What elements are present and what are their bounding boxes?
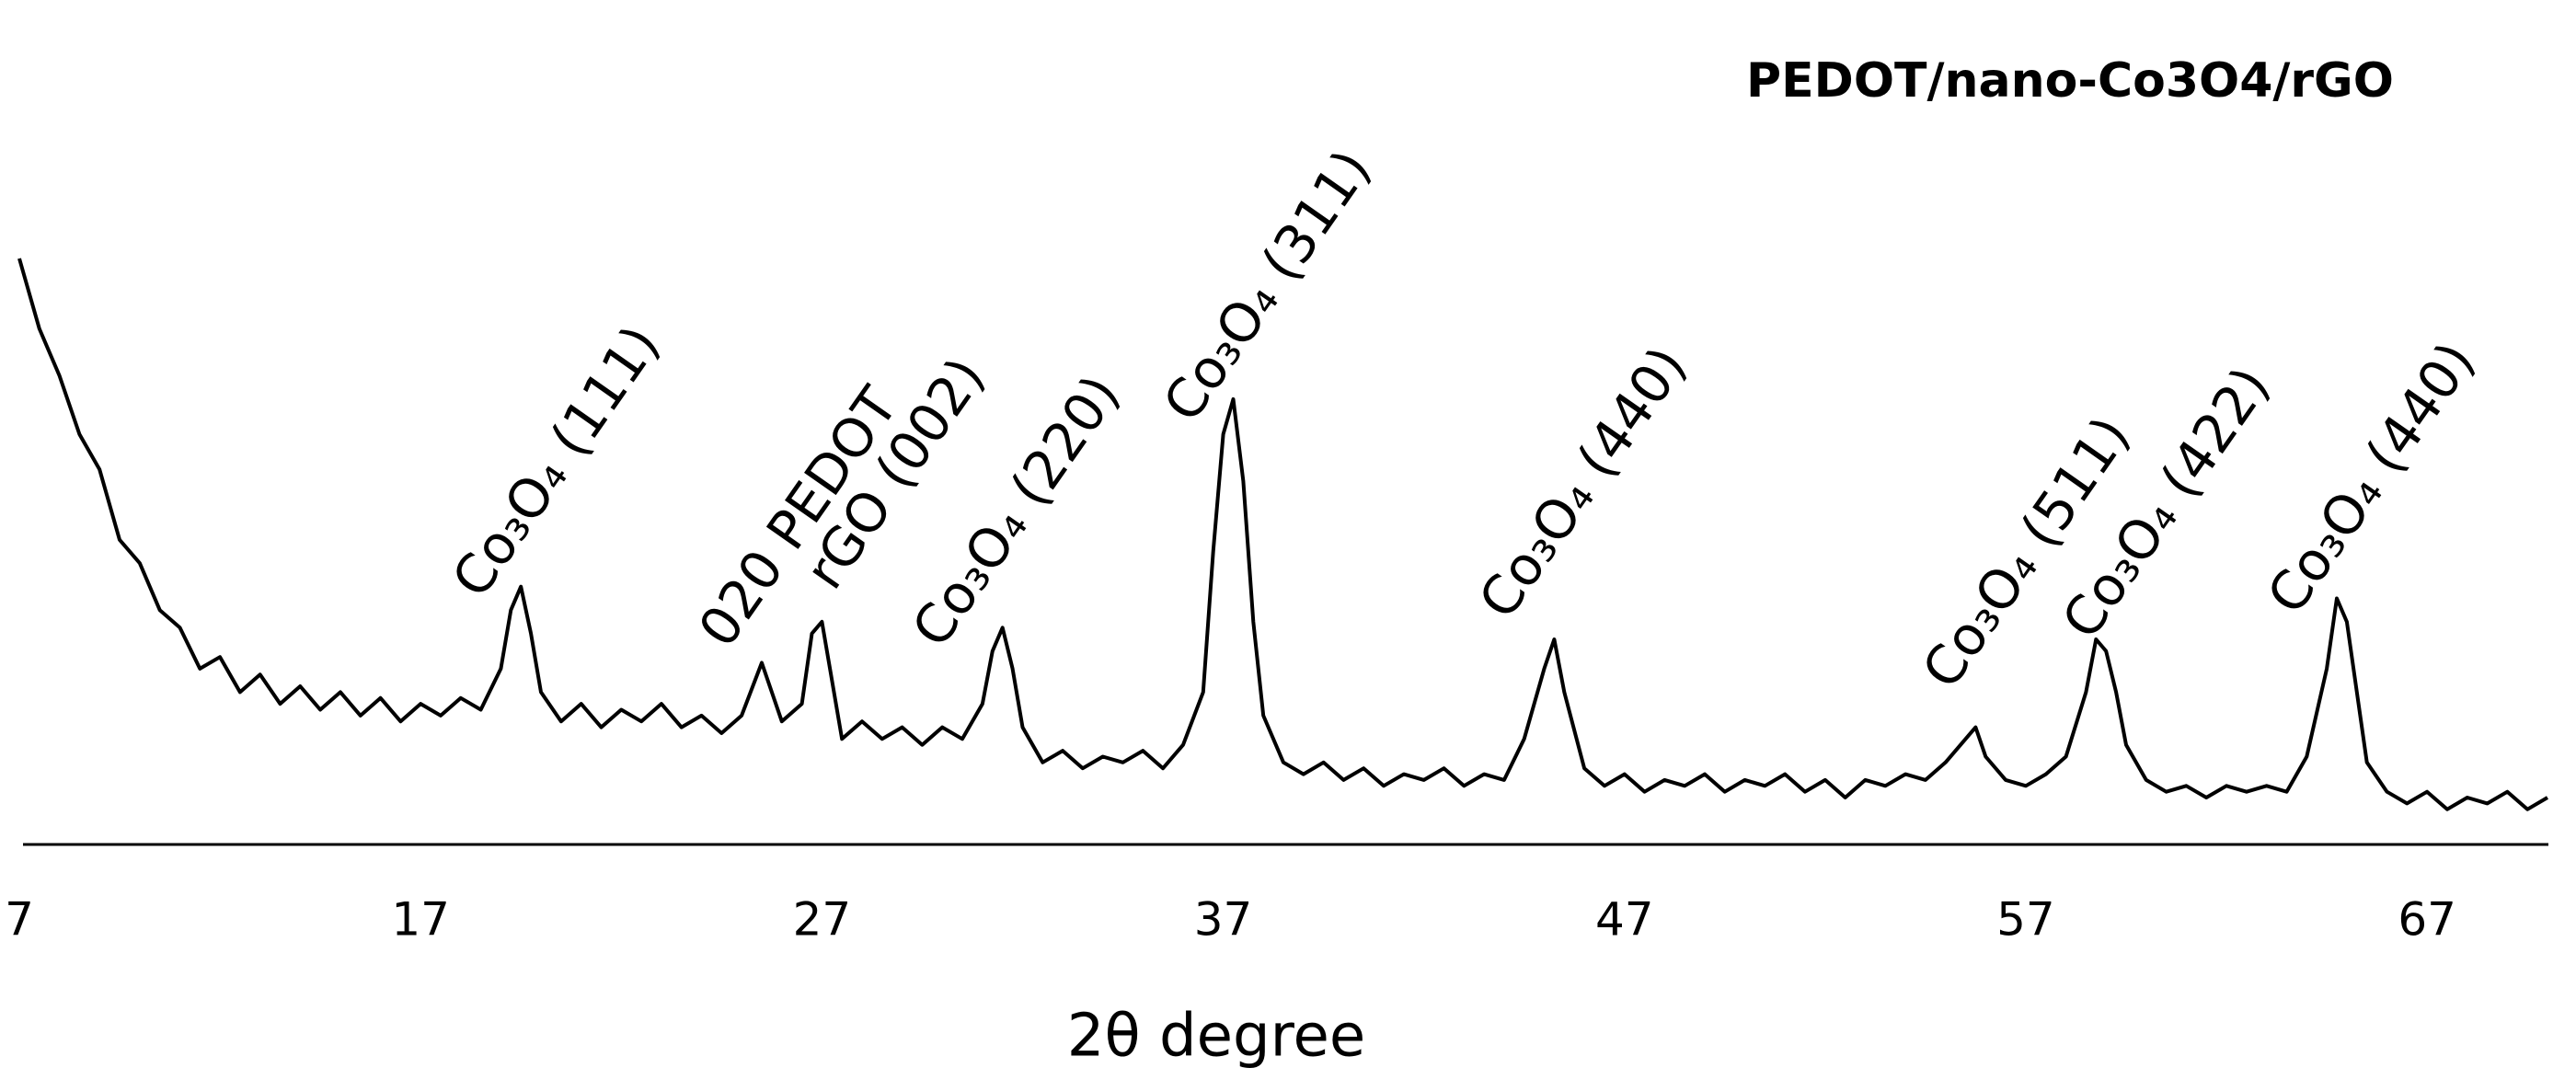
chart-title: PEDOT/nano-Co3O4/rGO [1746,53,2394,109]
xrd-line [17,258,2549,811]
x-tick-label: 47 [1595,893,1654,947]
peak-annotation: Co₃O₄ (440) [1466,336,1698,630]
peak-annotation: Co₃O₄ (311) [1151,139,1383,433]
peak-annotation: Co₃O₄ (111) [440,315,672,609]
x-tick-label: 57 [1996,893,2055,947]
x-tick-label: 67 [2398,893,2456,947]
x-tick-label: 17 [391,893,450,947]
x-axis-label: 2θ degree [1067,1003,1366,1071]
x-tick-label: 27 [793,893,852,947]
peak-annotation: Co₃O₄ (440) [2255,331,2487,626]
x-tick-label: 37 [1194,893,1253,947]
x-tick-label: 7 [5,893,34,947]
